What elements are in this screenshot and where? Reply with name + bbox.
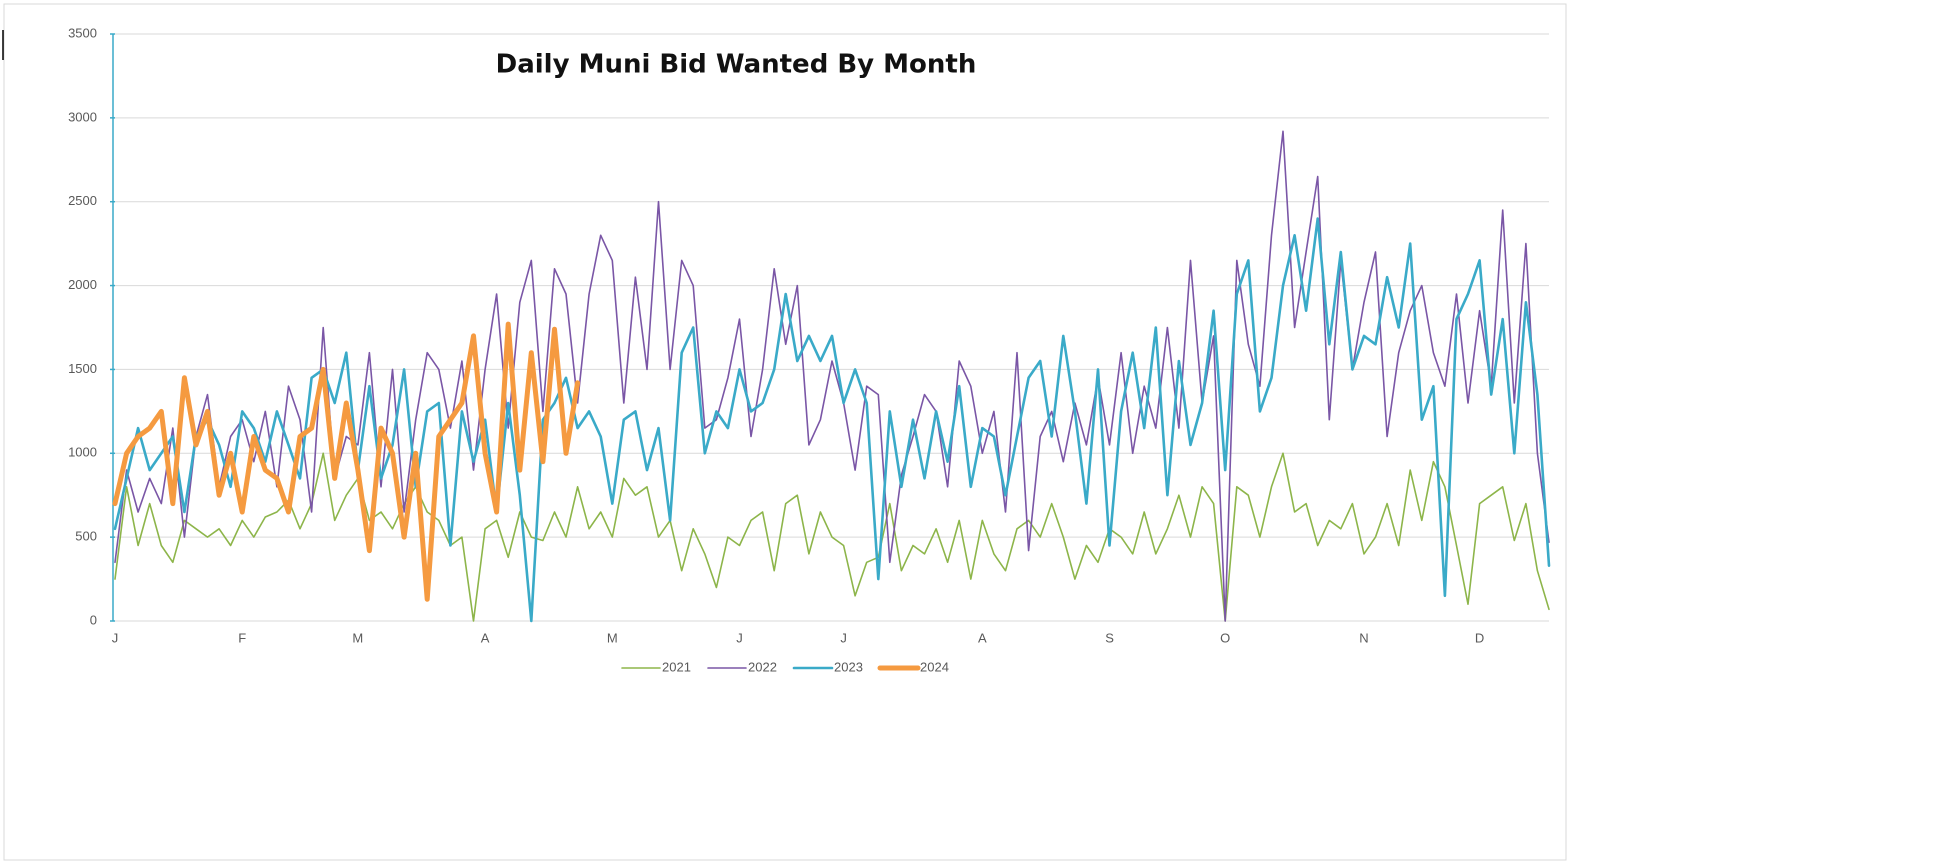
y-tick-label: 2500 (68, 193, 97, 208)
x-tick-label: J (112, 630, 119, 645)
legend-label: 2024 (920, 659, 949, 674)
x-tick-label: M (352, 630, 363, 645)
y-tick-label: 2000 (68, 277, 97, 292)
x-tick-label: D (1475, 630, 1484, 645)
x-tick-label: N (1359, 630, 1368, 645)
series-line (113, 217, 1551, 623)
x-tick-label: F (238, 630, 246, 645)
y-tick-label: 3000 (68, 109, 97, 124)
legend-label: 2023 (834, 659, 863, 674)
y-tick-label: 1000 (68, 445, 97, 460)
x-tick-label: A (481, 630, 490, 645)
y-tick-label: 0 (90, 612, 97, 627)
x-tick-label: O (1220, 630, 1230, 645)
x-tick-label: M (607, 630, 618, 645)
y-tick-label: 1500 (68, 361, 97, 376)
y-tick-label: 3500 (68, 25, 97, 40)
legend-label: 2021 (662, 659, 691, 674)
x-tick-label: S (1105, 630, 1114, 645)
chart-frame (3, 3, 1567, 861)
series-line (114, 452, 1550, 622)
chart-title: Daily Muni Bid Wanted By Month (496, 50, 977, 80)
legend-label: 2022 (748, 659, 777, 674)
x-tick-label: J (736, 630, 743, 645)
x-tick-label: J (840, 630, 847, 645)
series-line (112, 321, 581, 602)
series-line (114, 130, 1550, 622)
y-tick-label: 500 (75, 529, 97, 544)
x-tick-label: A (978, 630, 987, 645)
